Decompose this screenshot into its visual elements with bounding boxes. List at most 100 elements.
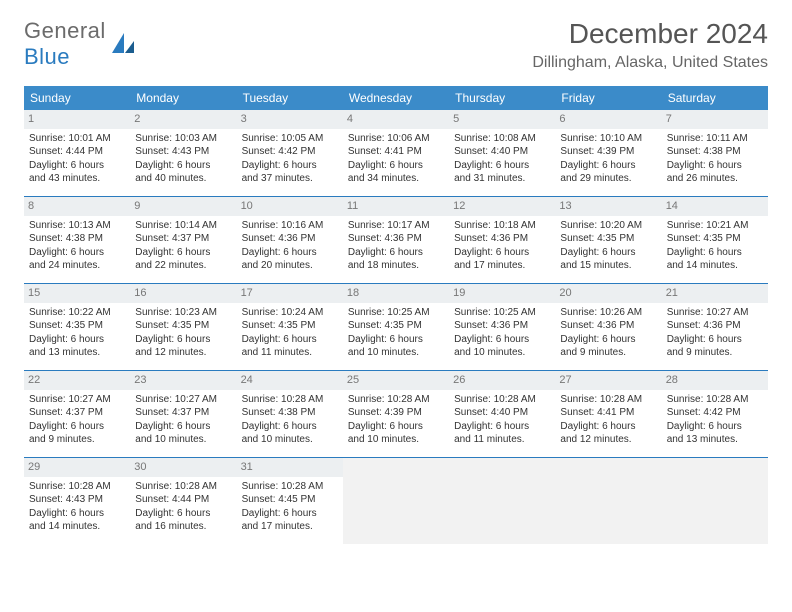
day-cell: 13Sunrise: 10:20 AMSunset: 4:35 PMDaylig… (555, 197, 661, 283)
day-header-cell: Sunday (24, 86, 130, 110)
day-number: 18 (343, 284, 449, 303)
sunset-text: Sunset: 4:44 PM (135, 493, 231, 507)
sunset-text: Sunset: 4:41 PM (348, 145, 444, 159)
day-header-row: SundayMondayTuesdayWednesdayThursdayFrid… (24, 86, 768, 110)
daylight-text-2: and 11 minutes. (454, 433, 550, 447)
sunrise-text: Sunrise: 10:27 AM (29, 393, 125, 407)
day-cell: 1Sunrise: 10:01 AMSunset: 4:44 PMDayligh… (24, 110, 130, 196)
day-number: 25 (343, 371, 449, 390)
sunrise-text: Sunrise: 10:06 AM (348, 132, 444, 146)
day-header-cell: Monday (130, 86, 236, 110)
daylight-text-2: and 14 minutes. (667, 259, 763, 273)
daylight-text: Daylight: 6 hours (454, 246, 550, 260)
sunrise-text: Sunrise: 10:11 AM (667, 132, 763, 146)
sunset-text: Sunset: 4:41 PM (560, 406, 656, 420)
sunset-text: Sunset: 4:37 PM (135, 406, 231, 420)
week-row: 8Sunrise: 10:13 AMSunset: 4:38 PMDayligh… (24, 196, 768, 283)
day-cell: 28Sunrise: 10:28 AMSunset: 4:42 PMDaylig… (662, 371, 768, 457)
day-number: 15 (24, 284, 130, 303)
day-cell: 23Sunrise: 10:27 AMSunset: 4:37 PMDaylig… (130, 371, 236, 457)
sunset-text: Sunset: 4:37 PM (29, 406, 125, 420)
day-number: 13 (555, 197, 661, 216)
logo: General Blue (24, 18, 136, 70)
day-header-cell: Tuesday (237, 86, 343, 110)
sunset-text: Sunset: 4:35 PM (242, 319, 338, 333)
daylight-text-2: and 17 minutes. (454, 259, 550, 273)
day-cell: 6Sunrise: 10:10 AMSunset: 4:39 PMDayligh… (555, 110, 661, 196)
day-number: 10 (237, 197, 343, 216)
logo-sail-icon (110, 31, 136, 57)
daylight-text: Daylight: 6 hours (667, 159, 763, 173)
daylight-text-2: and 12 minutes. (135, 346, 231, 360)
sunrise-text: Sunrise: 10:17 AM (348, 219, 444, 233)
sunset-text: Sunset: 4:35 PM (667, 232, 763, 246)
sunrise-text: Sunrise: 10:23 AM (135, 306, 231, 320)
sunrise-text: Sunrise: 10:28 AM (135, 480, 231, 494)
daylight-text-2: and 15 minutes. (560, 259, 656, 273)
empty-cell (343, 458, 449, 544)
daylight-text: Daylight: 6 hours (242, 507, 338, 521)
sunset-text: Sunset: 4:35 PM (348, 319, 444, 333)
daylight-text-2: and 11 minutes. (242, 346, 338, 360)
day-number: 17 (237, 284, 343, 303)
daylight-text: Daylight: 6 hours (135, 333, 231, 347)
sunrise-text: Sunrise: 10:28 AM (242, 393, 338, 407)
sunset-text: Sunset: 4:36 PM (348, 232, 444, 246)
logo-text-2: Blue (24, 44, 70, 69)
day-number: 22 (24, 371, 130, 390)
sunset-text: Sunset: 4:42 PM (667, 406, 763, 420)
daylight-text: Daylight: 6 hours (348, 333, 444, 347)
day-cell: 15Sunrise: 10:22 AMSunset: 4:35 PMDaylig… (24, 284, 130, 370)
day-number: 2 (130, 110, 236, 129)
daylight-text: Daylight: 6 hours (667, 246, 763, 260)
daylight-text: Daylight: 6 hours (29, 420, 125, 434)
day-number: 3 (237, 110, 343, 129)
daylight-text-2: and 12 minutes. (560, 433, 656, 447)
week-row: 29Sunrise: 10:28 AMSunset: 4:43 PMDaylig… (24, 457, 768, 544)
day-cell: 8Sunrise: 10:13 AMSunset: 4:38 PMDayligh… (24, 197, 130, 283)
sunset-text: Sunset: 4:40 PM (454, 406, 550, 420)
daylight-text-2: and 22 minutes. (135, 259, 231, 273)
day-cell: 27Sunrise: 10:28 AMSunset: 4:41 PMDaylig… (555, 371, 661, 457)
day-number: 16 (130, 284, 236, 303)
sunset-text: Sunset: 4:38 PM (667, 145, 763, 159)
daylight-text-2: and 13 minutes. (667, 433, 763, 447)
sunset-text: Sunset: 4:35 PM (560, 232, 656, 246)
sunset-text: Sunset: 4:36 PM (560, 319, 656, 333)
sunrise-text: Sunrise: 10:26 AM (560, 306, 656, 320)
daylight-text-2: and 20 minutes. (242, 259, 338, 273)
day-header-cell: Thursday (449, 86, 555, 110)
day-cell: 12Sunrise: 10:18 AMSunset: 4:36 PMDaylig… (449, 197, 555, 283)
sunrise-text: Sunrise: 10:05 AM (242, 132, 338, 146)
weeks-container: 1Sunrise: 10:01 AMSunset: 4:44 PMDayligh… (24, 110, 768, 544)
day-number: 11 (343, 197, 449, 216)
sunrise-text: Sunrise: 10:25 AM (348, 306, 444, 320)
day-header-cell: Saturday (662, 86, 768, 110)
day-number: 29 (24, 458, 130, 477)
day-header-cell: Wednesday (343, 86, 449, 110)
sunrise-text: Sunrise: 10:16 AM (242, 219, 338, 233)
daylight-text-2: and 29 minutes. (560, 172, 656, 186)
sunset-text: Sunset: 4:39 PM (560, 145, 656, 159)
location: Dillingham, Alaska, United States (532, 54, 768, 72)
sunrise-text: Sunrise: 10:01 AM (29, 132, 125, 146)
day-cell: 29Sunrise: 10:28 AMSunset: 4:43 PMDaylig… (24, 458, 130, 544)
daylight-text-2: and 37 minutes. (242, 172, 338, 186)
sunrise-text: Sunrise: 10:28 AM (29, 480, 125, 494)
day-number: 19 (449, 284, 555, 303)
sunset-text: Sunset: 4:37 PM (135, 232, 231, 246)
daylight-text: Daylight: 6 hours (348, 159, 444, 173)
day-cell: 21Sunrise: 10:27 AMSunset: 4:36 PMDaylig… (662, 284, 768, 370)
daylight-text-2: and 17 minutes. (242, 520, 338, 534)
day-cell: 10Sunrise: 10:16 AMSunset: 4:36 PMDaylig… (237, 197, 343, 283)
sunset-text: Sunset: 4:42 PM (242, 145, 338, 159)
daylight-text: Daylight: 6 hours (135, 246, 231, 260)
day-cell: 9Sunrise: 10:14 AMSunset: 4:37 PMDayligh… (130, 197, 236, 283)
daylight-text: Daylight: 6 hours (454, 333, 550, 347)
sunset-text: Sunset: 4:35 PM (29, 319, 125, 333)
empty-cell (662, 458, 768, 544)
day-cell: 19Sunrise: 10:25 AMSunset: 4:36 PMDaylig… (449, 284, 555, 370)
daylight-text: Daylight: 6 hours (135, 420, 231, 434)
day-cell: 26Sunrise: 10:28 AMSunset: 4:40 PMDaylig… (449, 371, 555, 457)
daylight-text: Daylight: 6 hours (242, 420, 338, 434)
